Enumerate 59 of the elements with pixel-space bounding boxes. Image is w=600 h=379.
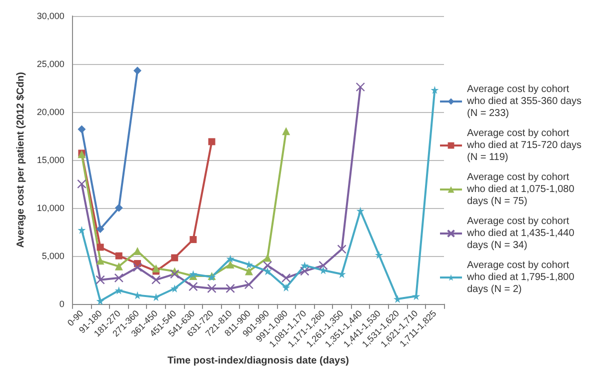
point — [356, 82, 365, 92]
y-tick-label: 5,000 — [42, 250, 64, 261]
point — [430, 86, 439, 94]
point — [170, 269, 180, 279]
point — [96, 256, 104, 265]
legend-label: Average cost by cohort who died at 1,435-1,440 days (N = 34) — [466, 216, 578, 251]
legend-label: Average cost by cohort who died at 355-360 days (N = 233) — [466, 84, 584, 119]
legend-label: Average cost by cohort who died at 1,795-1,800 days (N = 2) — [466, 260, 578, 295]
point — [114, 262, 123, 270]
point — [171, 254, 178, 262]
point — [374, 250, 383, 259]
point — [96, 275, 105, 284]
point — [244, 267, 253, 276]
point — [337, 244, 346, 254]
y-tick-label: 15,000 — [36, 154, 64, 165]
point — [208, 138, 216, 146]
y-tick-label: 30,000 — [36, 11, 64, 21]
x-axis-title: Time post-index/diagnosis date (days) — [167, 356, 349, 366]
point — [281, 273, 291, 283]
point — [188, 282, 198, 292]
point — [77, 179, 86, 188]
point — [226, 254, 234, 263]
point — [282, 284, 290, 292]
point — [170, 284, 179, 292]
point — [264, 267, 272, 276]
point — [300, 261, 309, 270]
point — [262, 260, 272, 270]
legend-label: Average cost by cohort who died at 715-720 days (N = 119) — [466, 128, 584, 163]
point — [244, 280, 254, 290]
y-tick-label: 20,000 — [36, 106, 64, 117]
point — [133, 66, 142, 75]
y-tick-label: 0 — [59, 298, 64, 309]
point — [319, 266, 328, 274]
point — [151, 275, 161, 284]
point — [226, 260, 234, 268]
point — [282, 127, 290, 136]
point — [318, 260, 328, 270]
point — [78, 226, 86, 234]
point — [96, 244, 104, 251]
point — [96, 224, 104, 233]
point — [96, 296, 104, 305]
point — [133, 247, 142, 256]
y-tick-label: 10,000 — [36, 202, 64, 213]
point — [226, 284, 235, 294]
y-tick-label: 25,000 — [36, 58, 64, 69]
point — [78, 125, 86, 134]
point — [152, 264, 160, 272]
legend-label: Average cost by cohort who died at 1,075-1,080 days (N = 75) — [466, 172, 578, 207]
point — [132, 262, 142, 272]
point — [114, 286, 123, 294]
y-axis-title: Average cost per patient (2012 $Cdn) — [16, 72, 26, 248]
point — [300, 266, 310, 276]
point — [114, 204, 123, 212]
point — [114, 273, 124, 283]
point — [264, 254, 272, 262]
point — [356, 206, 364, 215]
point — [207, 284, 216, 294]
point — [190, 236, 197, 244]
point — [115, 252, 122, 260]
